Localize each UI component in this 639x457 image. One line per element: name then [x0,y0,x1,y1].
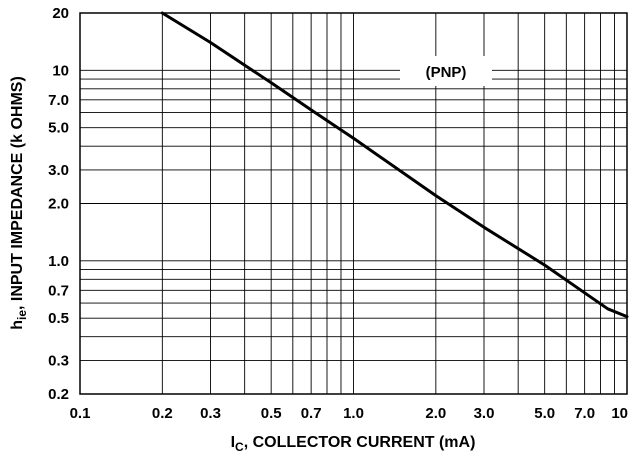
y-tick-label: 0.3 [48,352,69,369]
series-group [160,11,629,319]
y-axis-label-main: h [9,320,26,330]
y-tick-label: 1.0 [48,253,69,270]
series-line [160,11,629,319]
y-axis-label-sub: ie [15,310,29,320]
y-tick-label: 20 [52,5,69,22]
x-tick-label: 0.3 [200,405,221,422]
y-tick-label: 3.0 [48,162,69,179]
x-tick-label: 2.0 [425,405,446,422]
x-tick-label: 0.1 [70,405,91,422]
x-axis-label-rest: , COLLECTOR CURRENT (mA) [244,434,476,451]
x-tick-label: 7.0 [574,405,595,422]
annotation-pnp: (PNP) [426,64,467,81]
x-tick-label: 5.0 [534,405,555,422]
x-tick-label: 3.0 [474,405,495,422]
y-tick-label: 0.5 [48,310,69,327]
y-tick-label: 2.0 [48,196,69,213]
y-axis-label: hie, INPUT IMPEDANCE (k OHMS) [9,76,29,330]
x-tick-label: 0.2 [152,405,173,422]
x-tick-label: 1.0 [343,405,364,422]
x-tick-labels: 0.1 0.2 0.3 0.5 0.7 1.0 2.0 3.0 5.0 7.0 10 [70,405,628,422]
x-axis-label-sub: C [235,440,244,454]
y-axis-label-rest: , INPUT IMPEDANCE (k OHMS) [9,76,26,310]
y-tick-label: 10 [52,62,69,79]
y-tick-label: 0.7 [48,282,69,299]
x-tick-label: 0.7 [301,405,322,422]
y-tick-label: 0.2 [48,386,69,403]
x-axis-label: IC, COLLECTOR CURRENT (mA) [231,434,476,454]
x-tick-label: 10 [611,405,628,422]
annotation-background [400,56,492,86]
y-tick-labels: 20 10 7.0 5.0 3.0 2.0 1.0 0.7 0.5 0.3 0.2 [48,5,69,403]
y-tick-label: 5.0 [48,120,69,137]
plot-frame [79,12,628,395]
y-tick-label: 7.0 [48,92,69,109]
grid-lines [80,13,627,394]
x-tick-label: 0.5 [261,405,282,422]
x-axis-label-main: I [231,434,235,451]
